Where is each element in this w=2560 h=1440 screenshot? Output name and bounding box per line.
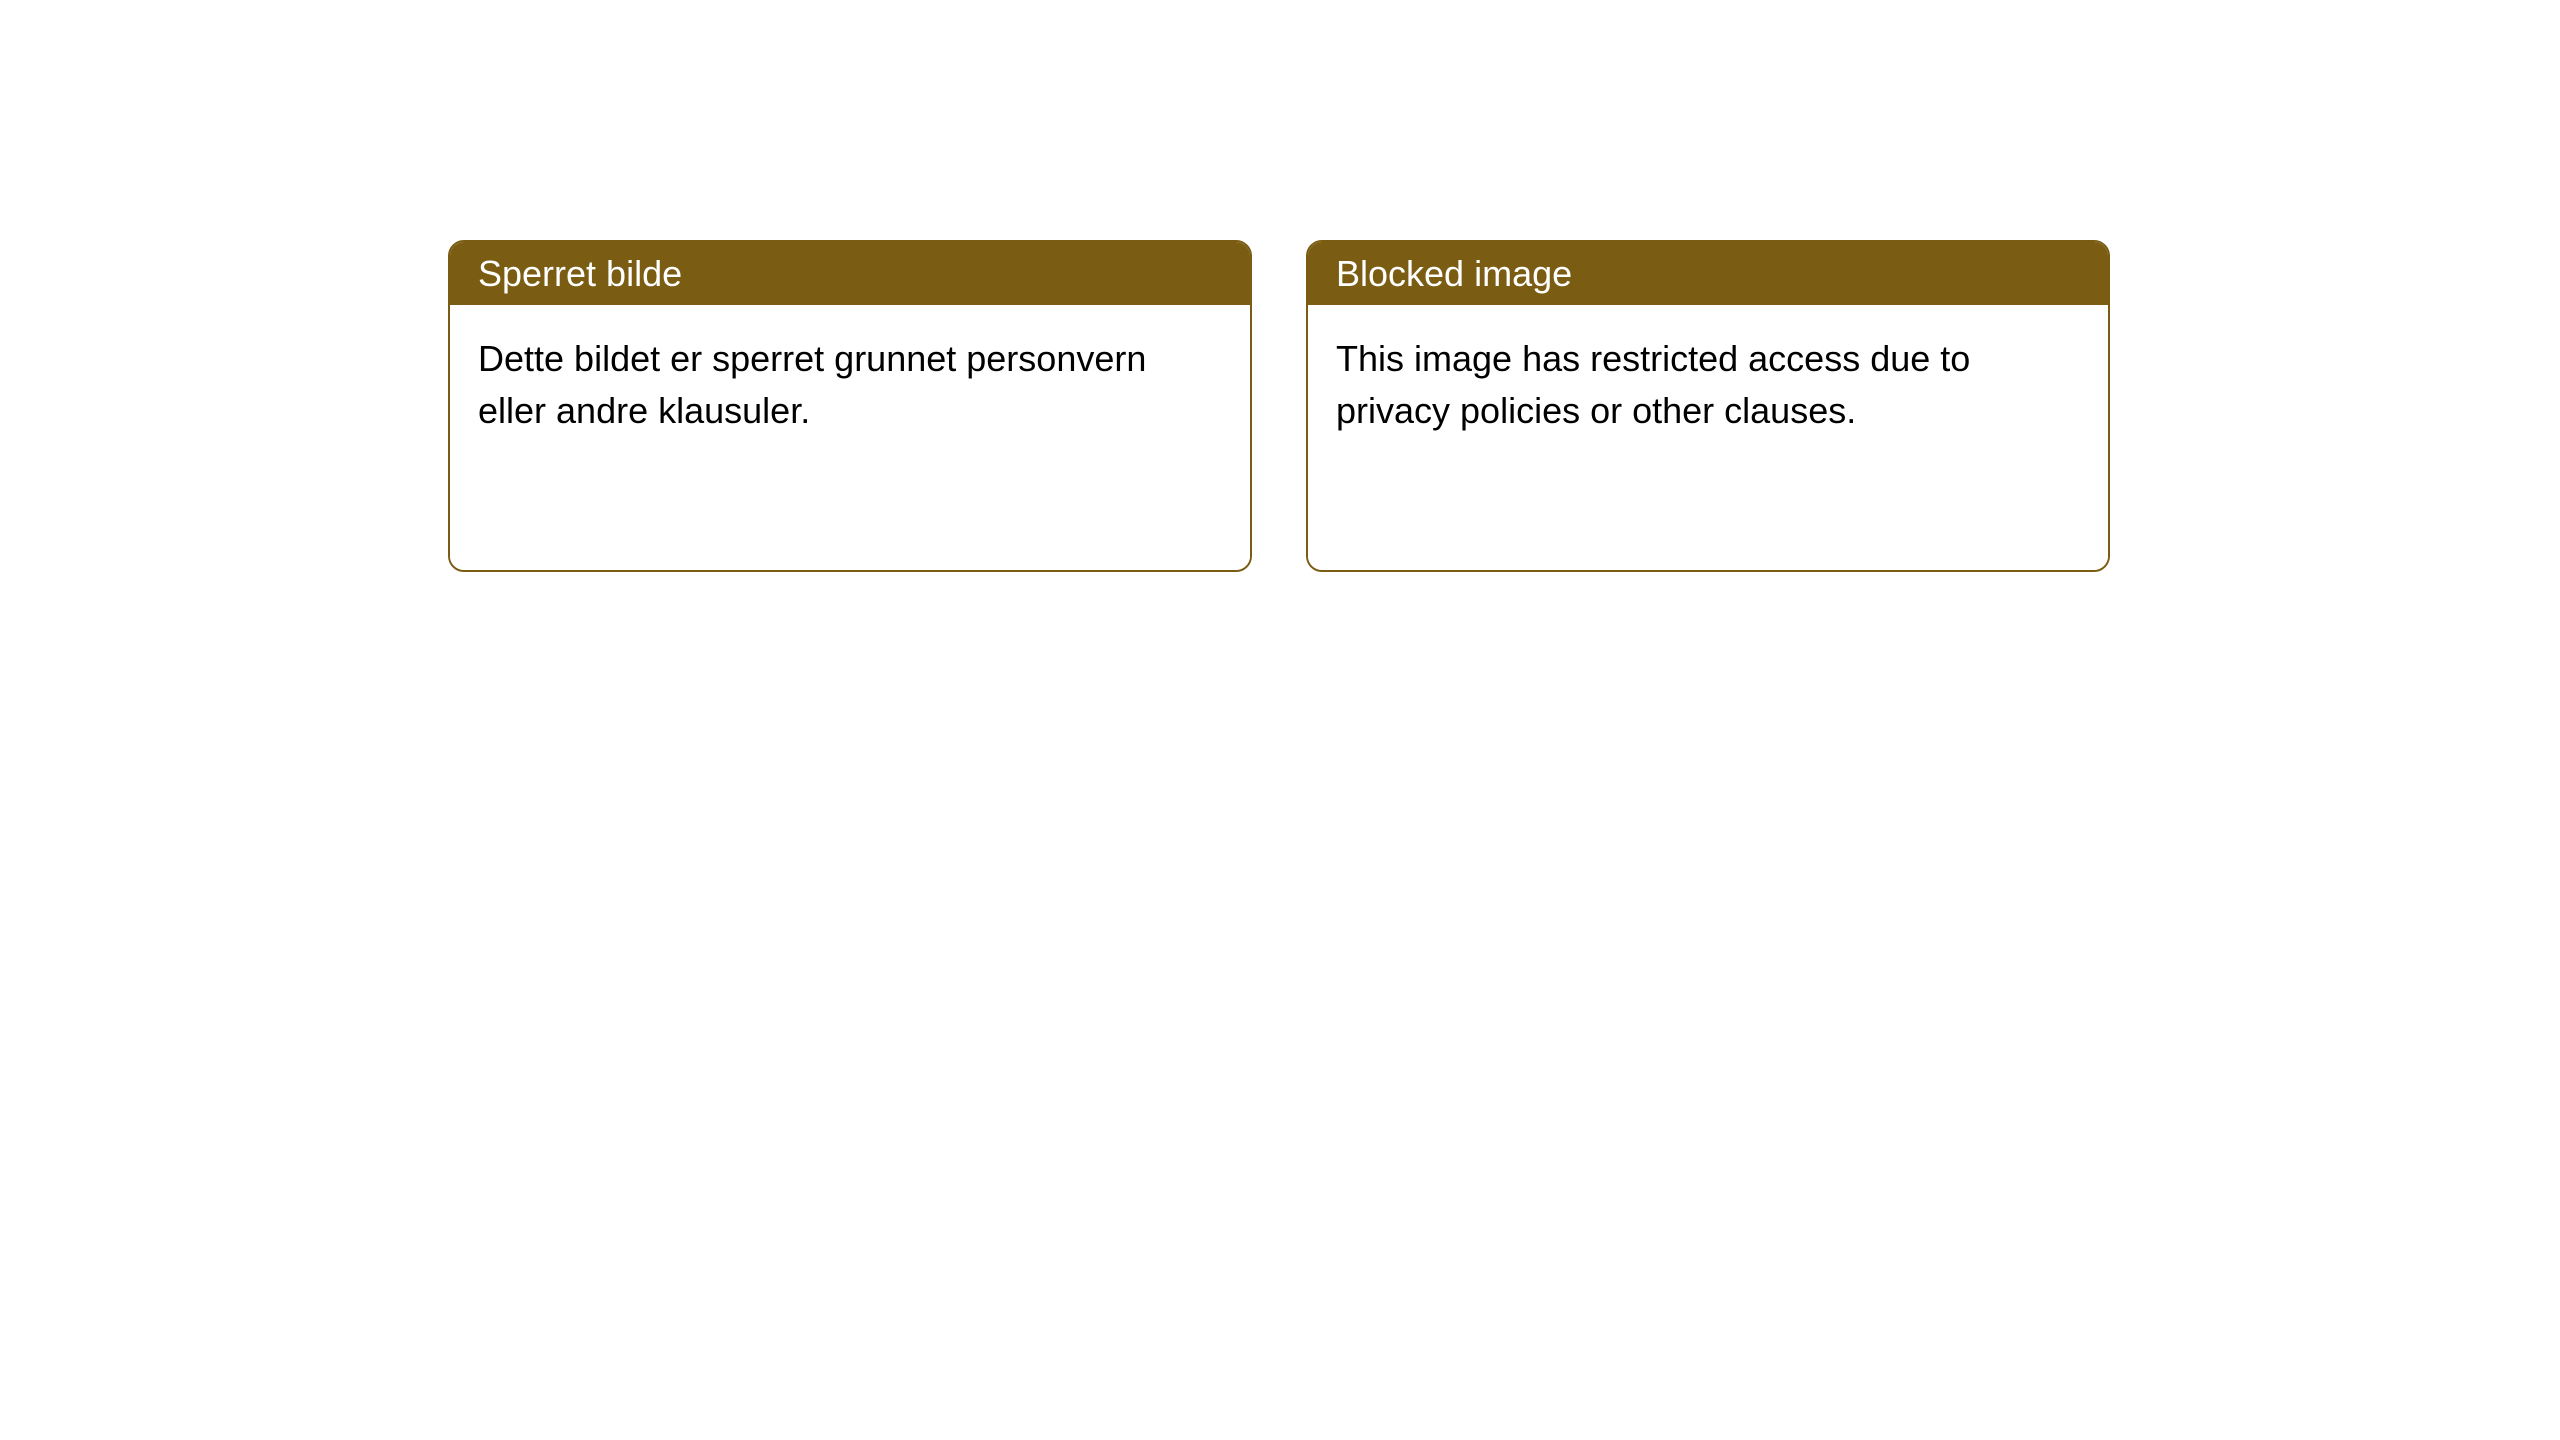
- notice-body: Dette bildet er sperret grunnet personve…: [450, 305, 1250, 570]
- notice-header: Blocked image: [1308, 242, 2108, 305]
- notice-container: Sperret bilde Dette bildet er sperret gr…: [0, 0, 2560, 572]
- notice-card-norwegian: Sperret bilde Dette bildet er sperret gr…: [448, 240, 1252, 572]
- notice-body: This image has restricted access due to …: [1308, 305, 2108, 570]
- notice-card-english: Blocked image This image has restricted …: [1306, 240, 2110, 572]
- notice-header: Sperret bilde: [450, 242, 1250, 305]
